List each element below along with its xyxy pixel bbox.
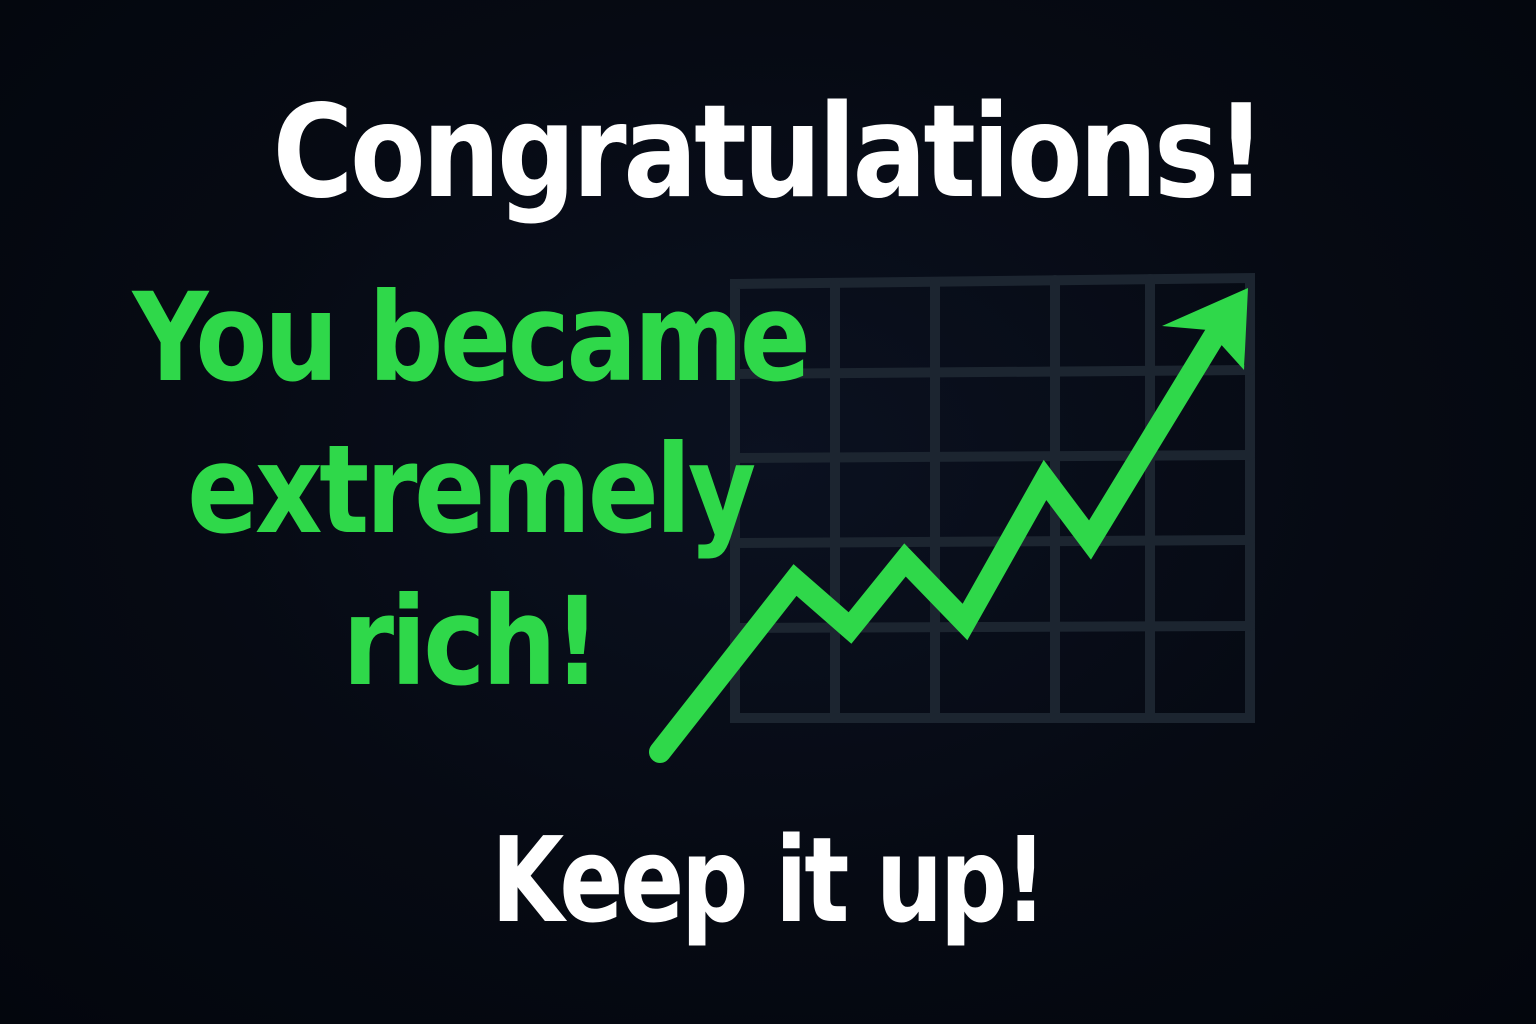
heading-text: Congratulations!	[272, 78, 1267, 227]
message-line-3: rich!	[342, 571, 601, 713]
encouragement-footer: Keep it up!	[0, 810, 1536, 950]
footer-text: Keep it up!	[491, 811, 1048, 949]
trend-arrowhead	[1162, 288, 1248, 370]
message-line-1: You became	[132, 267, 811, 409]
rich-message: You became extremely rich!	[40, 262, 900, 718]
message-line-2: extremely	[187, 419, 756, 561]
congratulations-heading: Congratulations!	[0, 78, 1536, 228]
